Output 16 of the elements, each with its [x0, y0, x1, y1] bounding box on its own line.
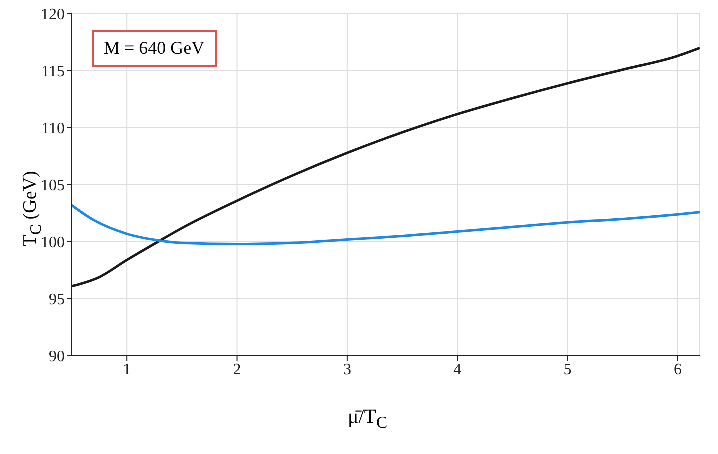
x-tick-label: 4: [454, 361, 462, 378]
x-tick-label: 6: [674, 361, 682, 378]
y-tick-label: 115: [42, 64, 65, 81]
y-tick-label: 120: [41, 6, 65, 24]
line-series: [72, 204, 700, 246]
y-tick-label: 95: [49, 292, 65, 309]
x-tick-label: 5: [564, 361, 572, 378]
y-tick-label: 105: [41, 178, 65, 195]
x-tick-label: 1: [123, 361, 132, 378]
x-tick-label: 3: [343, 361, 352, 378]
y-tick-label: 90: [49, 348, 65, 366]
annotation: M = 640 GeV: [92, 30, 217, 67]
y-tick-label: 110: [42, 120, 65, 138]
x-axis-title: μ̄/T$_{C}$: [348, 406, 388, 433]
x-tick-label: 2: [233, 361, 242, 378]
y-tick-label: 100: [41, 234, 65, 252]
